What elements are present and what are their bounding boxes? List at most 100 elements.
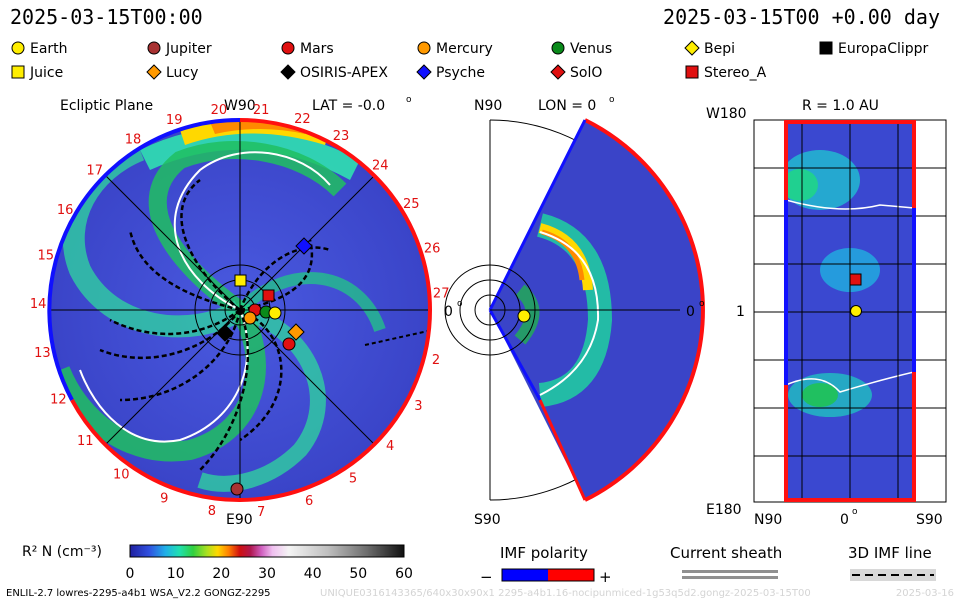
sector-number: 21 bbox=[253, 103, 270, 118]
imf-minus: − bbox=[480, 568, 493, 586]
radial-left-label: 1 bbox=[736, 304, 745, 320]
legend-item-bepi: Bepi bbox=[684, 40, 735, 57]
radial-current-sheath-1 bbox=[786, 199, 914, 210]
legend-item-europaclippr: EuropaClippr bbox=[819, 41, 929, 57]
colorbar-tick: 0 bbox=[126, 566, 135, 582]
radial-grid-outside bbox=[754, 167, 946, 457]
legend-marker bbox=[417, 41, 431, 55]
imf-line-2 bbox=[99, 309, 241, 359]
radial-axis-left: N90 bbox=[754, 512, 782, 528]
current-sheath-1 bbox=[173, 151, 331, 311]
colorbar-tick: 40 bbox=[304, 566, 322, 582]
grid-ring-1 bbox=[194, 264, 286, 356]
legend-item-mars: Mars bbox=[281, 41, 334, 57]
sector-number: 19 bbox=[166, 113, 183, 128]
radial-earth-marker bbox=[850, 305, 862, 317]
sector-number: 24 bbox=[372, 159, 389, 174]
meridional-band-yellow bbox=[538, 223, 593, 291]
meridional-zero-degree: o bbox=[699, 299, 705, 309]
meridional-bottom-label: S90 bbox=[474, 512, 501, 528]
legend-label: Mars bbox=[300, 41, 334, 57]
colorbar-label: R² N (cm⁻³) bbox=[22, 544, 102, 560]
colorbar-tick: 30 bbox=[258, 566, 276, 582]
footer-stamp: 2025-03-16 bbox=[896, 588, 954, 599]
radial-stereo-a-marker bbox=[849, 273, 862, 286]
legend-item-osiris-apex: OSIRIS-APEX bbox=[280, 64, 388, 81]
imf-line-3 bbox=[119, 309, 242, 402]
meridional-current-sheath bbox=[539, 231, 600, 396]
meridional-lon-label: LON = 0 bbox=[538, 98, 596, 114]
meridional-density-field bbox=[514, 213, 613, 407]
legend-item-juice: Juice bbox=[11, 65, 63, 81]
meridional-edge-bottom-inner bbox=[488, 309, 542, 401]
sector-number: 12 bbox=[50, 393, 67, 408]
legend-marker bbox=[11, 41, 25, 55]
marker-psyche bbox=[295, 237, 313, 255]
marker-jupiter bbox=[230, 482, 244, 496]
ecliptic-density-field bbox=[50, 120, 430, 500]
imf-line-1 bbox=[109, 308, 241, 336]
current-sheath-swatch-2 bbox=[682, 576, 778, 579]
sector-number: 6 bbox=[305, 494, 313, 509]
legend-marker bbox=[281, 41, 295, 55]
legend-item-earth: Earth bbox=[11, 41, 68, 57]
marker-osiris-apex bbox=[216, 324, 234, 342]
legend-item-mercury: Mercury bbox=[417, 41, 493, 57]
legend-item-venus: Venus bbox=[551, 41, 612, 57]
ecliptic-bottom-label: E90 bbox=[226, 512, 253, 528]
radial-current-sheath-2 bbox=[786, 371, 914, 393]
marker-stereo-a bbox=[262, 289, 275, 302]
legend-label: Lucy bbox=[166, 65, 198, 81]
lat-degree-mark: o bbox=[406, 95, 412, 105]
legend-item-lucy: Lucy bbox=[146, 64, 198, 81]
legend-label: Bepi bbox=[704, 41, 735, 57]
grid-ray-diag-2 bbox=[105, 175, 375, 445]
meridional-panel: N90 LON = 0 o 0 o S90 bbox=[444, 95, 705, 528]
legend-label: Stereo_A bbox=[704, 65, 767, 81]
legend-label: Psyche bbox=[436, 65, 485, 81]
meridional-edge-top bbox=[488, 119, 587, 311]
date-left: 2025-03-15T00:00 bbox=[10, 5, 203, 29]
footer-run-id: UNIQUE0316143365/640x30x90x1 2295-a4b1.1… bbox=[320, 588, 811, 599]
spiral-arm-3 bbox=[50, 304, 266, 462]
legend-marker bbox=[685, 65, 699, 79]
ecliptic-panel: Ecliptic Plane W90 LAT = -0.0 o bbox=[30, 95, 463, 528]
sector-number: 9 bbox=[160, 491, 168, 506]
imf-line-4 bbox=[199, 309, 250, 471]
ecliptic-zero-degree: o bbox=[457, 299, 463, 309]
marker-mars bbox=[282, 337, 296, 351]
sector-number: 23 bbox=[333, 129, 350, 144]
radial-density-field bbox=[786, 122, 914, 500]
imf-line-5 bbox=[239, 308, 283, 442]
meridional-top-label: N90 bbox=[474, 98, 502, 114]
colorbar-tick: 20 bbox=[212, 566, 230, 582]
imf-line-label: 3D IMF line bbox=[848, 544, 932, 562]
legend-item-jupiter: Jupiter bbox=[147, 41, 212, 57]
lon-degree-mark: o bbox=[609, 95, 615, 105]
rim-positive bbox=[70, 118, 433, 503]
legend-marker bbox=[146, 64, 162, 80]
sector-number: 14 bbox=[30, 297, 47, 312]
legend-item-stereo-a: Stereo_A bbox=[685, 65, 767, 81]
ecliptic-lat-label: LAT = -0.0 bbox=[312, 98, 385, 114]
meridional-edge-bottom-outer bbox=[538, 399, 587, 501]
legend-label: EuropaClippr bbox=[838, 41, 929, 57]
legend-label: Jupiter bbox=[165, 41, 212, 57]
legend-label: Venus bbox=[570, 41, 612, 57]
imf-swatch-frame bbox=[501, 568, 595, 582]
colorbar-ticks: 0 10 20 30 40 50 60 bbox=[126, 566, 413, 582]
legend-marker bbox=[819, 41, 833, 55]
sector-number: 27 bbox=[433, 286, 450, 301]
radial-axis-mid-degree: o bbox=[852, 507, 858, 517]
sector-number: 25 bbox=[403, 197, 420, 212]
sector-number: 5 bbox=[349, 472, 357, 487]
sector-number: 15 bbox=[38, 248, 55, 263]
colorbar-tick: 50 bbox=[349, 566, 367, 582]
radial-axis-mid: 0 bbox=[840, 512, 849, 528]
legend-label: Juice bbox=[29, 65, 63, 81]
imf-positive-swatch bbox=[548, 569, 594, 581]
radial-top-label: W180 bbox=[706, 106, 747, 122]
imf-line-7 bbox=[238, 246, 331, 311]
sector-number: 3 bbox=[414, 399, 422, 414]
legend-marker bbox=[280, 64, 296, 80]
